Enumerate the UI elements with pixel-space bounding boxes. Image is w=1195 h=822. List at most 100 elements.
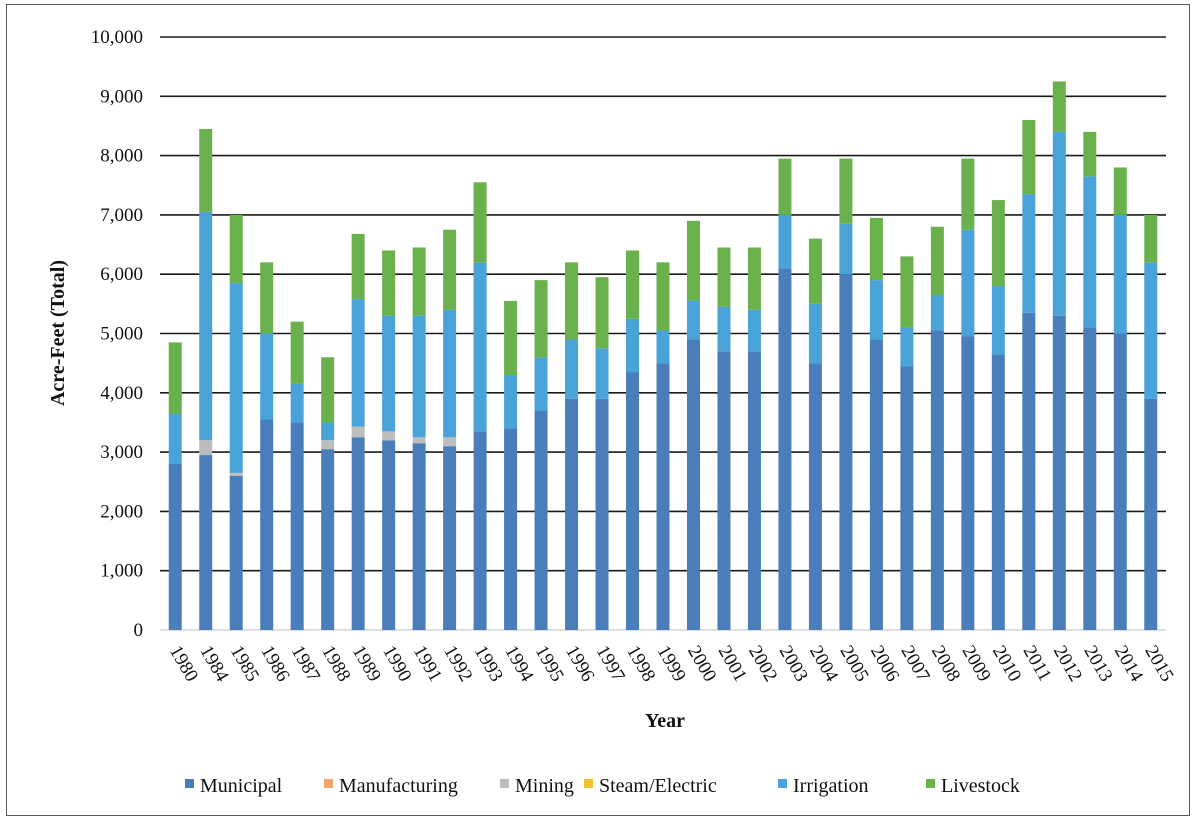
x-tick-label: 1994 <box>500 642 537 686</box>
bar-municipal-2014 <box>1113 333 1127 630</box>
bars <box>168 81 1158 630</box>
x-tick-label: 2001 <box>714 642 751 685</box>
x-tick-label: 1999 <box>653 642 690 685</box>
bar-livestock-1994 <box>504 300 518 376</box>
bar-irrigation-2000 <box>686 300 700 340</box>
bar-municipal-1995 <box>534 410 548 630</box>
bar-irrigation-2007 <box>900 327 914 367</box>
bar-irrigation-1998 <box>626 318 640 373</box>
x-tick-label: 1991 <box>409 642 446 685</box>
x-tick-label: 2005 <box>836 642 873 685</box>
bar-livestock-1999 <box>656 262 670 331</box>
x-tick-label: 1980 <box>165 642 202 685</box>
bar-irrigation-1994 <box>504 375 518 429</box>
bar-irrigation-2010 <box>991 286 1005 355</box>
bar-livestock-1996 <box>565 262 579 340</box>
bar-municipal-1986 <box>260 419 274 630</box>
y-tick-label: 4,000 <box>100 383 143 404</box>
bar-mining-1992 <box>443 437 457 447</box>
x-axis-title: Year <box>645 710 685 732</box>
bar-municipal-1994 <box>504 428 518 630</box>
x-tick-label: 2000 <box>683 642 720 685</box>
y-tick-label: 7,000 <box>100 205 143 226</box>
legend-label: Irrigation <box>793 775 869 797</box>
x-tick-label: 1987 <box>287 642 324 685</box>
bar-municipal-1992 <box>443 446 457 630</box>
bar-municipal-2003 <box>778 268 792 630</box>
bar-municipal-2007 <box>900 366 914 630</box>
x-tick-label: 1990 <box>378 642 415 685</box>
bar-municipal-1984 <box>199 455 213 630</box>
bar-irrigation-2011 <box>1022 194 1036 313</box>
bar-municipal-1985 <box>229 475 243 630</box>
x-tick-label: 2008 <box>927 642 964 685</box>
x-tick-label: 2015 <box>1140 642 1177 685</box>
bar-irrigation-1991 <box>412 315 426 438</box>
bar-municipal-2011 <box>1022 312 1036 630</box>
y-tick-label: 3,000 <box>100 442 143 463</box>
x-tick-label: 1988 <box>317 642 354 685</box>
bar-livestock-2010 <box>991 200 1005 287</box>
x-tick-label: 1993 <box>470 642 507 685</box>
bar-municipal-2010 <box>991 354 1005 630</box>
bar-municipal-2005 <box>839 274 853 630</box>
x-tick-label: 2003 <box>775 642 812 685</box>
y-tick-label: 5,000 <box>100 324 143 345</box>
x-tick-label: 2012 <box>1049 642 1086 685</box>
bar-livestock-1997 <box>595 277 609 349</box>
bar-irrigation-2005 <box>839 223 853 275</box>
y-tick-label: 8,000 <box>100 146 143 167</box>
bar-irrigation-2006 <box>869 280 883 340</box>
y-tick-label: 6,000 <box>100 264 143 285</box>
y-tick-label: 2,000 <box>100 501 143 522</box>
legend-label: Mining <box>515 775 574 797</box>
bar-irrigation-1984 <box>199 211 213 441</box>
bar-municipal-1996 <box>565 398 579 630</box>
bar-livestock-2011 <box>1022 120 1036 195</box>
x-tick-label: 1997 <box>592 642 629 685</box>
legend-label: Livestock <box>941 775 1020 797</box>
bar-municipal-1989 <box>351 437 365 630</box>
bar-irrigation-1993 <box>473 262 487 432</box>
bar-municipal-1998 <box>626 372 640 630</box>
bar-irrigation-1987 <box>290 383 304 423</box>
bar-mining-1985 <box>229 472 243 476</box>
bar-municipal-2009 <box>961 336 975 630</box>
y-tick-label: 9,000 <box>100 86 143 107</box>
x-tick-label: 2002 <box>744 642 781 685</box>
bar-livestock-2004 <box>808 238 822 304</box>
bar-irrigation-2003 <box>778 214 792 269</box>
x-tick-label: 2004 <box>805 642 842 686</box>
bar-livestock-2006 <box>869 217 883 281</box>
bar-municipal-2002 <box>747 351 761 630</box>
legend-swatch <box>324 779 333 788</box>
bar-municipal-2013 <box>1083 327 1097 630</box>
bar-livestock-1990 <box>382 250 396 316</box>
y-axis-title: Acre-Feet (Total) <box>47 260 69 406</box>
x-tick-label: 2011 <box>1018 642 1055 685</box>
bar-livestock-2008 <box>930 226 944 295</box>
bar-livestock-2001 <box>717 247 731 307</box>
bar-irrigation-2012 <box>1052 131 1066 316</box>
x-tick-label: 2006 <box>866 642 903 685</box>
bar-municipal-1990 <box>382 440 396 630</box>
bar-irrigation-1992 <box>443 309 457 438</box>
bar-livestock-2000 <box>686 220 700 301</box>
bar-irrigation-1980 <box>168 413 182 464</box>
x-axis-tick-labels: 1980198419851986198719881989199019911992… <box>165 642 1178 686</box>
bar-irrigation-1996 <box>565 339 579 399</box>
bar-municipal-2015 <box>1144 398 1158 630</box>
x-tick-label: 2010 <box>988 642 1025 685</box>
bar-livestock-1987 <box>290 321 304 384</box>
y-tick-label: 0 <box>134 620 144 641</box>
bar-irrigation-2009 <box>961 229 975 337</box>
bar-municipal-2008 <box>930 330 944 630</box>
bar-municipal-2006 <box>869 339 883 630</box>
bar-livestock-2009 <box>961 158 975 230</box>
y-tick-label: 10,000 <box>91 27 143 48</box>
bar-irrigation-2004 <box>808 303 822 364</box>
bar-municipal-1999 <box>656 363 670 630</box>
bar-irrigation-2001 <box>717 306 731 352</box>
bar-livestock-2015 <box>1144 214 1158 263</box>
